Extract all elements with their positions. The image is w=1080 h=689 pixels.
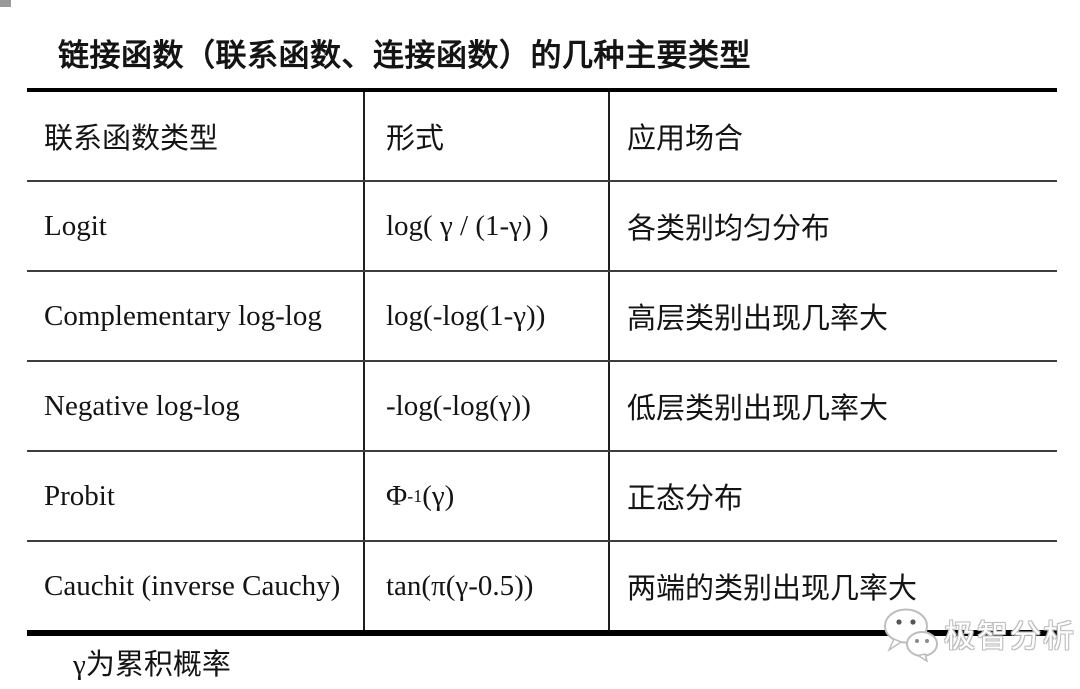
table-row: Complementary log-log log(-log(1-γ)) 高层类… <box>27 272 1057 362</box>
watermark-label: 极智分析 <box>944 618 1076 654</box>
cell-usage: 高层类别出现几率大 <box>608 272 1057 360</box>
cell-type: Cauchit (inverse Cauchy) <box>44 569 341 602</box>
cell-usage: 两端的类别出现几率大 <box>608 542 1057 630</box>
formula-text: -log(-log(γ)) <box>386 389 531 422</box>
table-row: Cauchit (inverse Cauchy) tan(π(γ-0.5)) 两… <box>27 542 1057 630</box>
cell-type: Complementary log-log <box>44 299 322 332</box>
header-usage: 应用场合 <box>608 92 1057 180</box>
cell-type: Negative log-log <box>44 389 240 422</box>
cell-type: Logit <box>44 209 107 242</box>
table-row: Probit Φ -1 (γ) 正态分布 <box>27 452 1057 542</box>
cell-usage: 各类别均匀分布 <box>608 182 1057 270</box>
cell-formula: Φ -1 (γ) <box>363 452 608 540</box>
header-formula: 形式 <box>363 92 608 180</box>
cell-formula: tan(π(γ-0.5)) <box>363 542 608 630</box>
table-row: Logit log( γ / (1-γ) ) 各类别均匀分布 <box>27 182 1057 272</box>
link-function-table: 联系函数类型 形式 应用场合 Logit log( γ / (1-γ) ) 各类… <box>27 88 1057 636</box>
cell-type: Probit <box>44 479 115 512</box>
formula-text: Φ <box>386 479 408 512</box>
table-row: Negative log-log -log(-log(γ)) 低层类别出现几率大 <box>27 362 1057 452</box>
cell-formula: log( γ / (1-γ) ) <box>363 182 608 270</box>
screen-corner-artifact <box>0 0 11 7</box>
wechat-icon <box>884 608 938 662</box>
cell-formula: log(-log(1-γ)) <box>363 272 608 360</box>
header-type: 联系函数类型 <box>44 123 219 155</box>
watermark: 极智分析 <box>880 604 1076 662</box>
cell-formula: -log(-log(γ)) <box>363 362 608 450</box>
formula-text: log( γ / (1-γ) ) <box>386 209 549 242</box>
formula-text: log(-log(1-γ)) <box>386 299 546 332</box>
table-header-row: 联系函数类型 形式 应用场合 <box>27 92 1057 182</box>
formula-text: (γ) <box>422 479 455 512</box>
formula-text: tan(π(γ-0.5)) <box>386 569 534 602</box>
page-title: 链接函数（联系函数、连接函数）的几种主要类型 <box>58 38 751 73</box>
cell-usage: 正态分布 <box>608 452 1057 540</box>
cell-usage: 低层类别出现几率大 <box>608 362 1057 450</box>
table-footnote: γ为累积概率 <box>73 649 231 681</box>
